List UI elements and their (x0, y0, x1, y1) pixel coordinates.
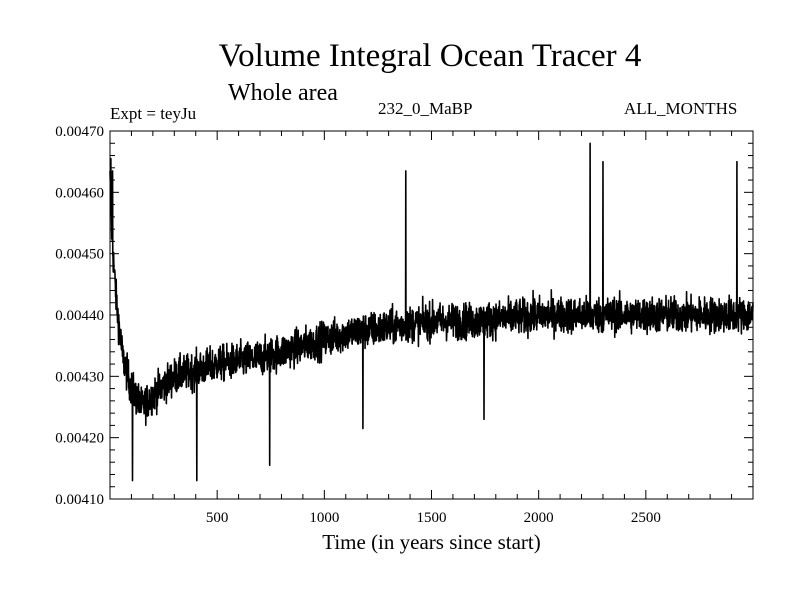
y-tick-label: 0.00470 (55, 124, 104, 140)
months-label: ALL_MONTHS (624, 99, 738, 118)
run-id-label: 232_0_MaBP (378, 99, 473, 118)
x-tick-label: 2500 (631, 510, 661, 526)
chart-title: Volume Integral Ocean Tracer 4 (218, 38, 642, 74)
y-tick-label: 0.00430 (55, 369, 104, 385)
axis-layer: 500 1000 1500 2000 2500 0.00410 0.00420 0.00430… (55, 124, 753, 526)
x-tick-label: 1000 (309, 510, 339, 526)
y-tick-label: 0.00450 (55, 247, 104, 263)
experiment-label: Expt = teyJu (110, 104, 197, 123)
x-tick-label: 2000 (524, 510, 554, 526)
y-tick-label: 0.00420 (55, 431, 104, 447)
y-tick-label: 0.00440 (55, 308, 104, 324)
series-line (109, 142, 754, 482)
y-tick-label: 0.00460 (55, 185, 104, 201)
x-tick-label: 500 (206, 510, 229, 526)
x-axis-label: Time (in years since start) (322, 530, 541, 554)
x-tick-label: 1500 (417, 510, 447, 526)
series-layer (109, 142, 754, 482)
chart-subtitle: Whole area (228, 80, 338, 106)
y-tick-label: 0.00410 (55, 492, 104, 508)
